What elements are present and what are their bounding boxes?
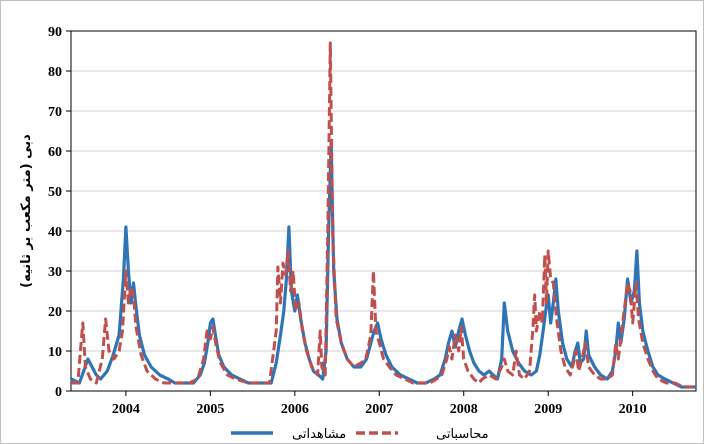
- y-tick-label: 30: [48, 265, 62, 280]
- y-axis-title: دبی (متر مکعب بر ثانیه): [19, 134, 34, 288]
- series-line-1: [70, 141, 696, 389]
- x-tick-label: 2008: [450, 402, 478, 417]
- y-tick-label: 0: [55, 385, 62, 400]
- x-tick-label: 2010: [619, 402, 647, 417]
- y-tick-label: 20: [48, 305, 62, 320]
- legend-label-1: مشاهداتی: [292, 427, 346, 442]
- y-tick-label: 40: [48, 225, 62, 240]
- y-tick-label: 80: [48, 65, 62, 80]
- x-tick-label: 2006: [281, 402, 309, 417]
- y-tick-label: 60: [48, 145, 62, 160]
- legend: مشاهداتی محاسباتی: [231, 427, 489, 442]
- x-tick-label: 2005: [196, 402, 224, 417]
- gridlines: [71, 30, 696, 352]
- x-tick-label: 2009: [534, 402, 562, 417]
- y-tick-label: 50: [48, 185, 62, 200]
- plot-area: [70, 30, 697, 392]
- series-line-2: [71, 41, 696, 389]
- y-axis-ticks: 0 10 20 30 40 50 60 70 80 90: [48, 25, 71, 400]
- y-tick-label: 70: [48, 105, 62, 120]
- series-lines: [70, 41, 696, 389]
- y-tick-label: 10: [48, 345, 62, 360]
- x-tick-label: 2007: [365, 402, 393, 417]
- x-tick-label: 2004: [112, 402, 140, 417]
- x-axis-ticks: 2004 2005 2006 2007 2008 2009 2010: [112, 391, 647, 417]
- legend-label-2: محاسباتی: [436, 427, 489, 442]
- y-tick-label: 90: [48, 25, 62, 40]
